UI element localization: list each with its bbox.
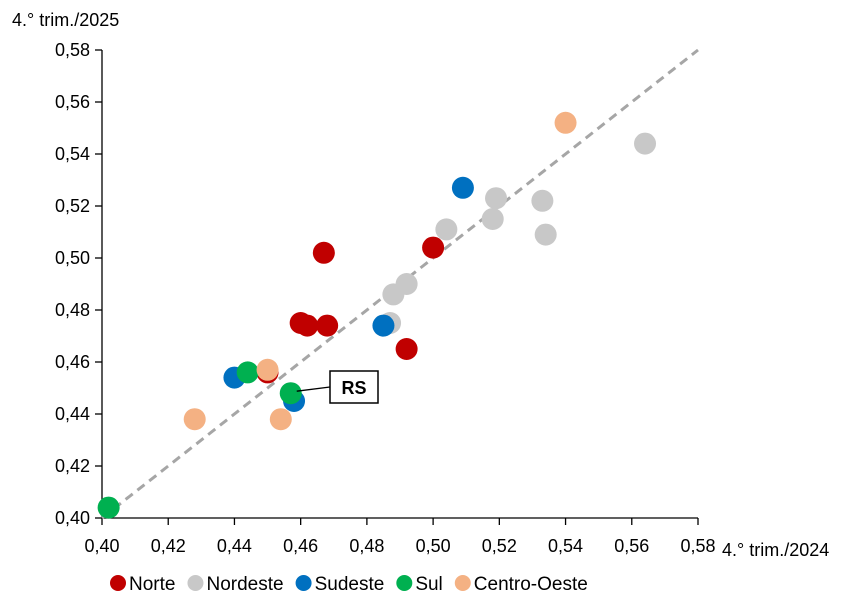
point-nordeste — [435, 218, 458, 241]
point-norte — [312, 241, 335, 264]
legend-marker-sudeste — [295, 575, 312, 591]
legend-marker-sul — [396, 575, 413, 591]
legend-marker-norte — [110, 575, 126, 591]
point-nordeste — [485, 187, 508, 210]
point-sudeste — [372, 314, 395, 337]
y-tick-label: 0,44 — [55, 404, 90, 424]
point-nordeste — [531, 189, 554, 212]
axes — [101, 50, 698, 519]
point-sudeste — [451, 176, 474, 199]
x-axis-ticks: 0,40 0,42 0,44 0,46 0,48 0,50 0,52 0,54 0,56 0,58 — [84, 518, 716, 556]
x-tick-label: 0,40 — [84, 536, 119, 556]
legend-label-centro-oeste: Centro-Oeste — [474, 574, 588, 595]
legend-label-norte: Norte — [129, 574, 175, 595]
y-tick-label: 0,48 — [55, 300, 90, 320]
point-centro-oeste — [269, 408, 292, 431]
y-tick-label: 0,50 — [55, 248, 90, 268]
x-tick-label: 0,58 — [680, 536, 715, 556]
y-tick-label: 0,52 — [55, 196, 90, 216]
x-tick-label: 0,46 — [283, 536, 318, 556]
annotation-rs: RS — [296, 370, 379, 404]
x-tick-label: 0,48 — [349, 536, 384, 556]
y-tick-label: 0,58 — [55, 40, 90, 60]
legend-marker-nordeste — [187, 575, 204, 591]
x-tick-label: 0,44 — [217, 536, 252, 556]
point-sul — [279, 382, 302, 405]
legend-label-nordeste: Nordeste — [206, 574, 283, 595]
y-tick-label: 0,46 — [55, 352, 90, 372]
legend-marker-centro-oeste — [454, 575, 471, 591]
point-norte — [395, 338, 418, 360]
x-tick-label: 0,52 — [482, 536, 517, 556]
point-norte — [422, 236, 445, 259]
x-tick-label: 0,54 — [548, 536, 583, 556]
x-axis-label: 4.° trim./2024 — [722, 540, 829, 560]
x-tick-label: 0,42 — [151, 536, 186, 556]
point-nordeste — [481, 208, 504, 230]
legend: Norte Nordeste Sudeste Sul Centro-Oeste — [110, 574, 588, 595]
point-centro-oeste — [256, 358, 279, 381]
point-norte — [296, 314, 319, 337]
y-tick-label: 0,42 — [55, 456, 90, 476]
legend-label-sudeste: Sudeste — [315, 574, 385, 595]
y-tick-label: 0,40 — [55, 508, 90, 528]
x-tick-label: 0,50 — [416, 536, 451, 556]
y-tick-label: 0,56 — [55, 92, 90, 112]
x-tick-label: 0,56 — [614, 536, 649, 556]
y-axis-ticks: 0,40 0,42 0,44 0,46 0,48 0,50 0,52 0,54 0,56 0,58 — [55, 40, 102, 528]
legend-label-sul: Sul — [415, 574, 442, 595]
point-centro-oeste — [554, 111, 577, 134]
y-tick-label: 0,54 — [55, 144, 90, 164]
point-sul — [97, 496, 120, 519]
point-nordeste — [634, 132, 657, 155]
annotation-label: RS — [341, 378, 366, 398]
point-norte — [316, 314, 339, 337]
data-points — [97, 111, 657, 519]
point-centro-oeste — [183, 408, 206, 431]
point-nordeste — [534, 223, 557, 246]
annotation-box — [329, 370, 379, 404]
point-nordeste — [382, 283, 405, 306]
point-sul — [236, 361, 259, 384]
y-axis-label: 4.° trim./2025 — [12, 10, 119, 30]
annotation-leader-line — [296, 386, 331, 392]
